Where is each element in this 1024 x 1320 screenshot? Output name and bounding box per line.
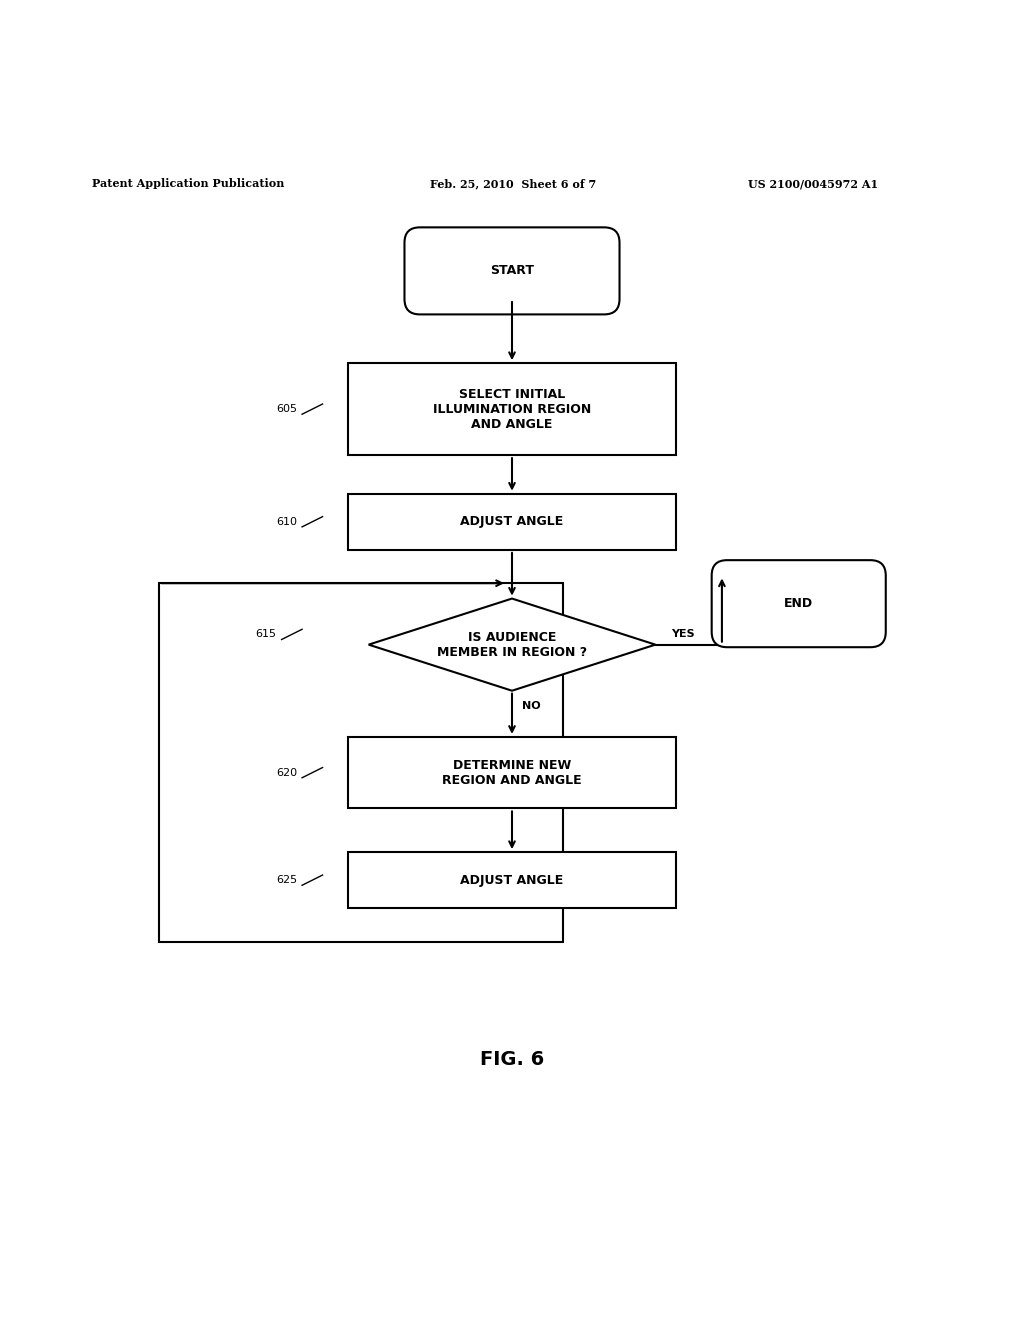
Text: ADJUST ANGLE: ADJUST ANGLE (461, 515, 563, 528)
Text: DETERMINE NEW
REGION AND ANGLE: DETERMINE NEW REGION AND ANGLE (442, 759, 582, 787)
Text: START: START (490, 264, 534, 277)
FancyBboxPatch shape (404, 227, 620, 314)
Text: 620: 620 (275, 768, 297, 777)
Text: NO: NO (522, 701, 541, 711)
FancyBboxPatch shape (348, 851, 676, 908)
Text: SELECT INITIAL
ILLUMINATION REGION
AND ANGLE: SELECT INITIAL ILLUMINATION REGION AND A… (433, 388, 591, 430)
FancyBboxPatch shape (712, 560, 886, 647)
Polygon shape (369, 598, 655, 690)
Text: 615: 615 (255, 630, 276, 639)
Text: US 2100/0045972 A1: US 2100/0045972 A1 (748, 178, 878, 189)
FancyBboxPatch shape (348, 363, 676, 455)
Text: 625: 625 (275, 875, 297, 886)
Text: IS AUDIENCE
MEMBER IN REGION ?: IS AUDIENCE MEMBER IN REGION ? (437, 631, 587, 659)
Text: 610: 610 (275, 516, 297, 527)
FancyBboxPatch shape (348, 494, 676, 550)
Text: YES: YES (671, 630, 694, 639)
Text: Patent Application Publication: Patent Application Publication (92, 178, 285, 189)
Text: Feb. 25, 2010  Sheet 6 of 7: Feb. 25, 2010 Sheet 6 of 7 (430, 178, 596, 189)
Text: FIG. 6: FIG. 6 (480, 1049, 544, 1069)
Text: ADJUST ANGLE: ADJUST ANGLE (461, 874, 563, 887)
FancyBboxPatch shape (348, 737, 676, 808)
Text: END: END (784, 597, 813, 610)
Text: 605: 605 (275, 404, 297, 414)
